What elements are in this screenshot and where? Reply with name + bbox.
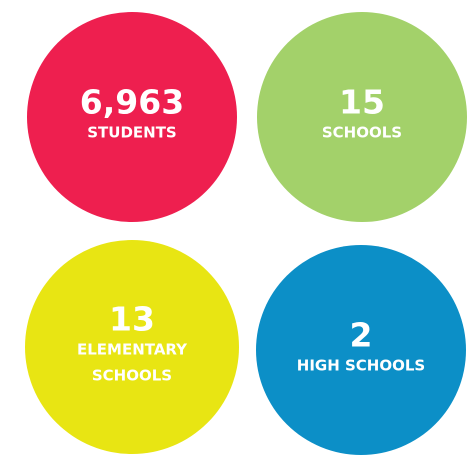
stat-value: 2	[350, 316, 373, 355]
stat-label: ELEMENTARY	[77, 341, 188, 359]
stat-label: STUDENTS	[87, 124, 177, 142]
stat-value: 15	[339, 83, 385, 122]
stat-value: 6,963	[80, 83, 184, 122]
stat-label: HIGH SCHOOLS	[297, 357, 425, 375]
stat-label: SCHOOLS	[92, 367, 172, 385]
stat-circle	[27, 12, 237, 222]
stat-circle	[256, 245, 466, 455]
stat-value: 13	[109, 300, 155, 339]
stat-label: SCHOOLS	[322, 124, 402, 142]
stat-circle	[25, 240, 239, 454]
stat-circle	[257, 12, 467, 222]
